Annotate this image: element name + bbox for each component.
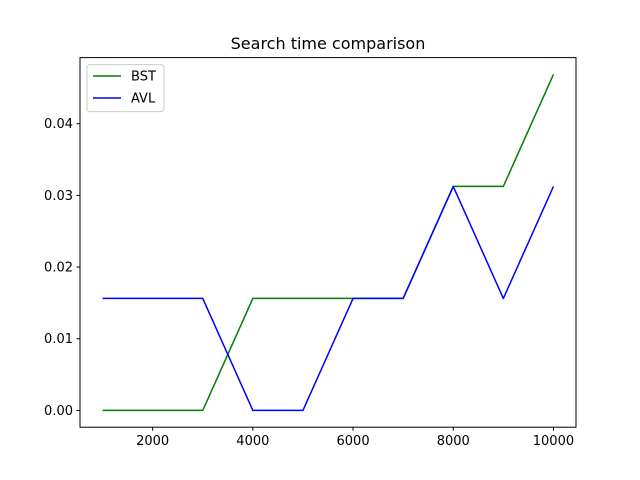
y-tick-label: 0.02	[44, 261, 73, 276]
y-tick-label: 0.03	[44, 189, 73, 204]
x-tick-label: 6000	[337, 434, 370, 449]
x-axis: 2000 4000 6000 8000 10000	[136, 427, 574, 449]
plot-frame	[79, 57, 577, 428]
series-line-avl	[102, 185, 555, 412]
chart-title: Search time comparison	[231, 34, 426, 53]
series-layer	[102, 74, 555, 412]
legend: BST AVL	[86, 64, 165, 113]
y-tick-label: 0.04	[44, 117, 73, 132]
x-tick-label: 10000	[533, 434, 574, 449]
x-tick-label: 8000	[437, 434, 470, 449]
x-tick-label: 4000	[236, 434, 269, 449]
series-line-bst	[102, 74, 555, 412]
legend-label-bst: BST	[131, 70, 156, 85]
y-tick-label: 0.01	[44, 332, 73, 347]
y-tick-label: 0.00	[44, 404, 73, 419]
legend-label-avl: AVL	[131, 92, 156, 107]
y-axis: 0.00 0.01 0.02 0.03 0.04	[44, 117, 80, 419]
x-tick-label: 2000	[136, 434, 169, 449]
